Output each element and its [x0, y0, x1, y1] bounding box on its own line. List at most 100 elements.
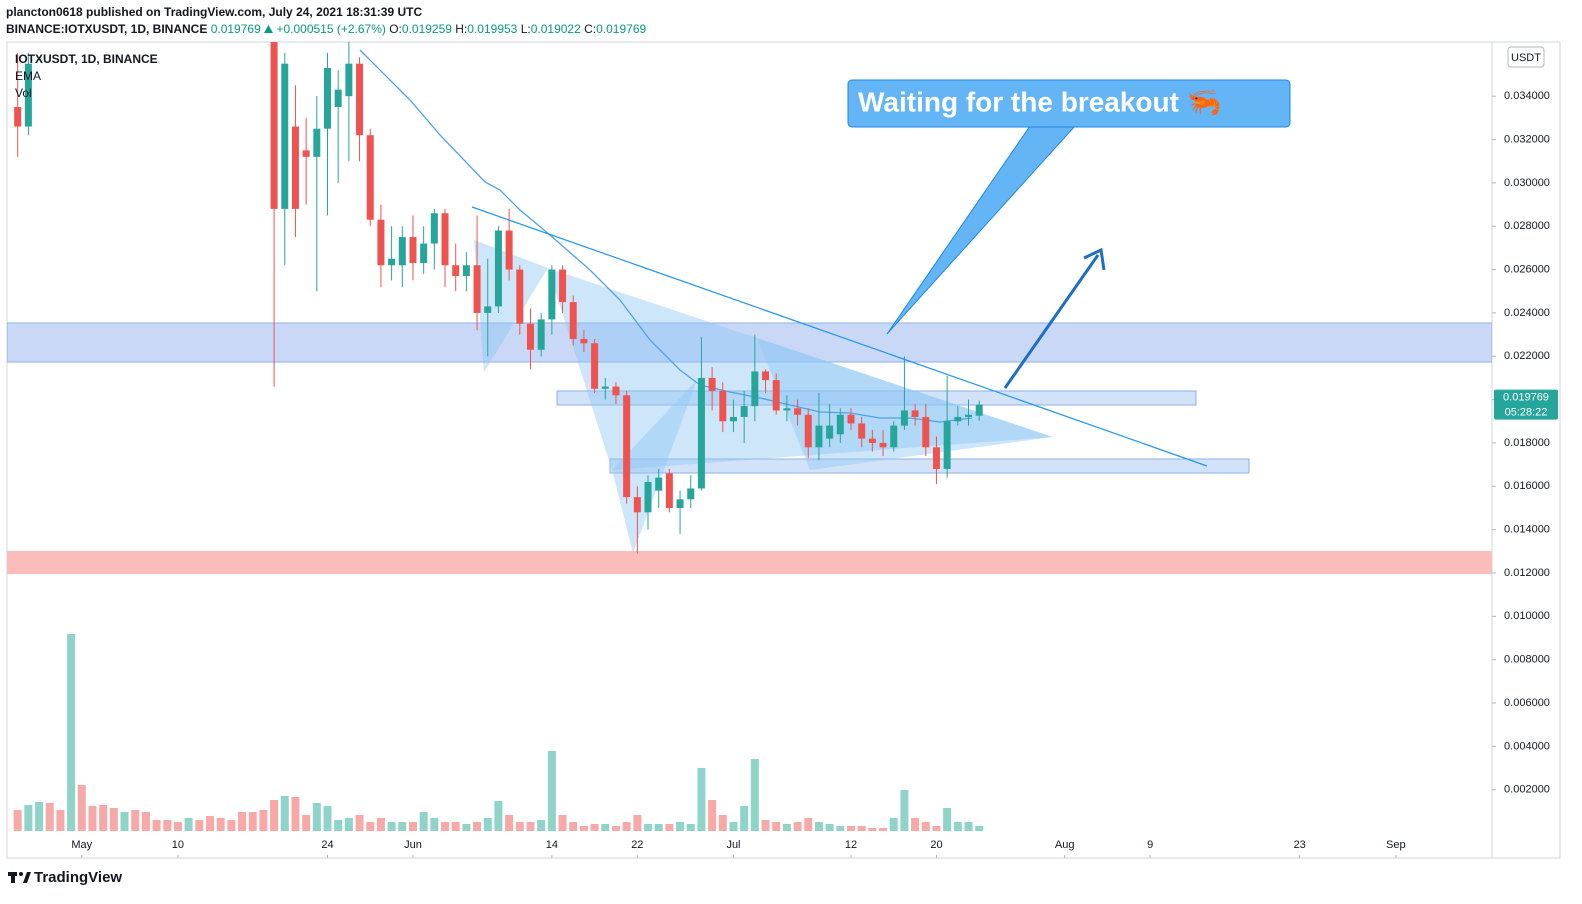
volume-bar — [868, 828, 877, 831]
candle-body — [633, 497, 641, 513]
candle-body — [366, 135, 374, 220]
countdown: 05:28:22 — [1505, 407, 1548, 419]
volume-bar — [857, 826, 866, 831]
quote-line: BINANCE:IOTXUSDT, 1D, BINANCE 0.019769 +… — [6, 21, 646, 38]
callout-pointer — [886, 125, 1077, 335]
x-tick-label: 20 — [930, 839, 942, 851]
volume-bar — [558, 815, 567, 831]
volume-bar — [163, 820, 172, 831]
x-tick-label: 24 — [321, 839, 333, 851]
lower-range — [609, 458, 1250, 474]
legend-vol: Vol — [15, 86, 32, 100]
candle-body — [548, 269, 556, 320]
volume-bar — [35, 802, 44, 831]
logo-part — [11, 872, 15, 883]
volume-bar — [622, 822, 631, 831]
candle-body — [441, 213, 449, 266]
x-tick-label: Jun — [404, 839, 422, 851]
y-tick-label: 0.034000 — [1504, 90, 1550, 102]
candle-body — [462, 265, 470, 277]
resistance-zone — [7, 322, 1492, 363]
candle-body — [345, 63, 353, 97]
x-tick-label: 12 — [845, 839, 857, 851]
candle-body — [14, 107, 22, 127]
callout-text: Waiting for the breakout 🦐 — [858, 86, 1222, 117]
volume-bar — [494, 801, 503, 831]
candle-body — [302, 150, 310, 157]
x-tick-label: Jul — [726, 839, 740, 851]
volume-bar — [280, 796, 289, 831]
candle-body — [612, 386, 620, 396]
volume-bar — [633, 815, 642, 831]
candle-body — [868, 438, 876, 443]
volume-bar — [804, 818, 813, 831]
candle-body — [409, 237, 417, 264]
y-tick-label: 0.006000 — [1504, 697, 1550, 709]
volume-bar — [547, 751, 556, 831]
volume-bar — [366, 822, 375, 831]
open-value: 0.019259 — [401, 22, 452, 36]
volume-bar — [13, 810, 22, 831]
candle-body — [24, 63, 32, 127]
y-tick-label: 0.008000 — [1504, 654, 1550, 666]
candle-body — [430, 213, 438, 244]
y-tick-label: 0.014000 — [1504, 524, 1550, 536]
volume-bar — [846, 826, 855, 831]
volume-bar — [611, 826, 620, 831]
volume-bar — [387, 822, 396, 831]
volume-bar — [697, 768, 706, 831]
volume-bar — [483, 818, 492, 831]
breakout-arrow — [1003, 254, 1100, 389]
symbol: BINANCE:IOTXUSDT, 1D, BINANCE — [6, 22, 208, 36]
volume-bar — [195, 820, 204, 831]
h-label: H: — [455, 22, 468, 36]
candle-body — [932, 447, 940, 469]
candle-body — [601, 386, 609, 389]
candle-body — [569, 302, 577, 339]
volume-bar — [259, 810, 268, 831]
volume-bar — [473, 822, 482, 831]
candle-body — [623, 395, 631, 498]
volume-bar — [526, 822, 535, 831]
volume-bar — [932, 826, 941, 831]
annotations: Waiting for the breakout 🦐 — [471, 79, 1291, 467]
volume-bar — [740, 806, 749, 831]
candle-body — [291, 126, 299, 209]
volume-bar — [56, 810, 65, 831]
candle-body — [965, 414, 973, 417]
volume-bar — [451, 822, 460, 831]
candle-body — [420, 243, 428, 264]
candle-body — [665, 473, 673, 508]
volume-bar — [975, 826, 984, 831]
candle-body — [783, 408, 791, 411]
close-value: 0.019769 — [596, 22, 647, 36]
support-zone — [7, 551, 1492, 574]
volume-bar — [376, 818, 385, 831]
upper-range — [556, 390, 1197, 406]
high-value: 0.019953 — [467, 22, 518, 36]
last-price: 0.019769 — [210, 22, 261, 36]
volume-bar — [302, 815, 311, 831]
candle-body — [826, 425, 834, 439]
l-label: L: — [520, 22, 531, 36]
volume-bar — [601, 824, 610, 831]
author-line: plancton0618 published on TradingView.co… — [6, 4, 646, 21]
volume-bar — [238, 812, 247, 831]
candle-body — [398, 237, 406, 266]
candle-body — [890, 425, 898, 448]
series — [13, 42, 984, 831]
volume-bar — [419, 812, 428, 831]
candle-body — [580, 338, 588, 344]
volume-bar — [131, 810, 140, 831]
o-label: O: — [389, 22, 402, 36]
x-tick-label: 10 — [172, 839, 184, 851]
candle-body — [516, 269, 524, 324]
c-label: C: — [584, 22, 597, 36]
drawings — [7, 49, 1492, 574]
candle-body — [740, 406, 748, 417]
volume-bar — [323, 806, 332, 831]
candle-body — [281, 63, 289, 209]
x-tick-label: 9 — [1147, 839, 1153, 851]
